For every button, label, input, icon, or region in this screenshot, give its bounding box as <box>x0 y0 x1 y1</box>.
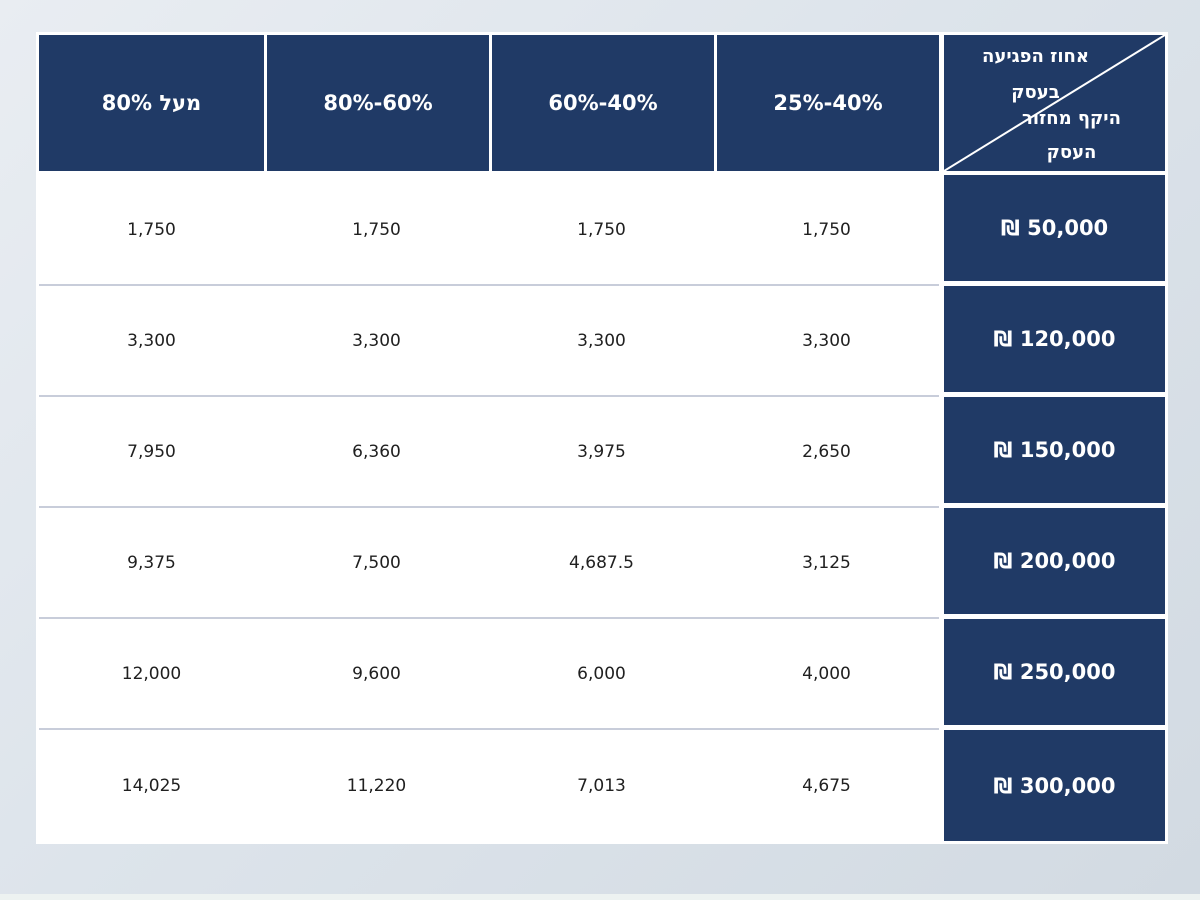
damage-range-header: 40%-25% <box>714 35 939 175</box>
corner-bottom-line-2: העסק <box>1046 141 1097 163</box>
grant-amount-cell: 3,975 <box>489 397 714 508</box>
grant-amount-cell: 3,300 <box>714 286 939 397</box>
grant-amount-cell: 4,687.5 <box>489 508 714 619</box>
damage-range-header: 60%-80% <box>264 35 489 175</box>
grant-amount-cell: 9,375 <box>39 508 264 619</box>
grant-amount-cell: 1,750 <box>489 175 714 286</box>
revenue-axis-label: היקף מחזור העסק <box>990 102 1153 169</box>
damage-percent-axis-label: אחוז הפגיעה בעסק <box>952 39 1119 111</box>
revenue-row-header: 120,000 ₪ <box>939 286 1165 397</box>
grant-amount-cell: 4,000 <box>714 619 939 730</box>
table-row: 300,000 ₪ 4,675 7,013 11,220 14,025 <box>39 730 1165 841</box>
grant-amount-cell: 3,300 <box>264 286 489 397</box>
grant-amount-cell: 3,125 <box>714 508 939 619</box>
damage-range-header: מעל 80% <box>39 35 264 175</box>
grant-amount-cell: 12,000 <box>39 619 264 730</box>
grant-amount-cell: 3,300 <box>39 286 264 397</box>
table-row: 150,000 ₪ 2,650 3,975 6,360 7,950 <box>39 397 1165 508</box>
grant-table-container: אחוז הפגיעה בעסק היקף מחזור העסק 40%-25%… <box>36 32 1168 844</box>
grant-amount-cell: 14,025 <box>39 730 264 841</box>
revenue-row-header: 200,000 ₪ <box>939 508 1165 619</box>
grant-amount-cell: 1,750 <box>264 175 489 286</box>
corner-top-line-1: אחוז הפגיעה <box>981 46 1090 67</box>
table-row: 200,000 ₪ 3,125 4,687.5 7,500 9,375 <box>39 508 1165 619</box>
grant-amount-cell: 1,750 <box>714 175 939 286</box>
table-row: 50,000 ₪ 1,750 1,750 1,750 1,750 <box>39 175 1165 286</box>
revenue-row-header: 50,000 ₪ <box>939 175 1165 286</box>
grant-amount-cell: 3,300 <box>489 286 714 397</box>
corner-bottom-line-1: היקף מחזור <box>1022 108 1121 130</box>
corner-top-line-2: בעסק <box>1011 82 1060 103</box>
grant-amount-cell: 6,360 <box>264 397 489 508</box>
grant-amount-cell: 11,220 <box>264 730 489 841</box>
grant-amount-cell: 6,000 <box>489 619 714 730</box>
revenue-row-header: 250,000 ₪ <box>939 619 1165 730</box>
table-row: 250,000 ₪ 4,000 6,000 9,600 12,000 <box>39 619 1165 730</box>
table-row: 120,000 ₪ 3,300 3,300 3,300 3,300 <box>39 286 1165 397</box>
damage-range-header: 40%-60% <box>489 35 714 175</box>
grant-amount-cell: 9,600 <box>264 619 489 730</box>
grant-amount-cell: 2,650 <box>714 397 939 508</box>
grant-amount-cell: 4,675 <box>714 730 939 841</box>
grant-amount-cell: 7,500 <box>264 508 489 619</box>
bottom-accent-strip <box>0 894 1200 900</box>
diagonal-divider-line <box>944 35 1165 171</box>
grant-amount-cell: 7,013 <box>489 730 714 841</box>
header-row: אחוז הפגיעה בעסק היקף מחזור העסק 40%-25%… <box>39 35 1165 175</box>
grant-table: אחוז הפגיעה בעסק היקף מחזור העסק 40%-25%… <box>39 35 1165 841</box>
revenue-row-header: 300,000 ₪ <box>939 730 1165 841</box>
grant-amount-cell: 1,750 <box>39 175 264 286</box>
revenue-row-header: 150,000 ₪ <box>939 397 1165 508</box>
corner-header-cell: אחוז הפגיעה בעסק היקף מחזור העסק <box>939 35 1165 175</box>
grant-amount-cell: 7,950 <box>39 397 264 508</box>
